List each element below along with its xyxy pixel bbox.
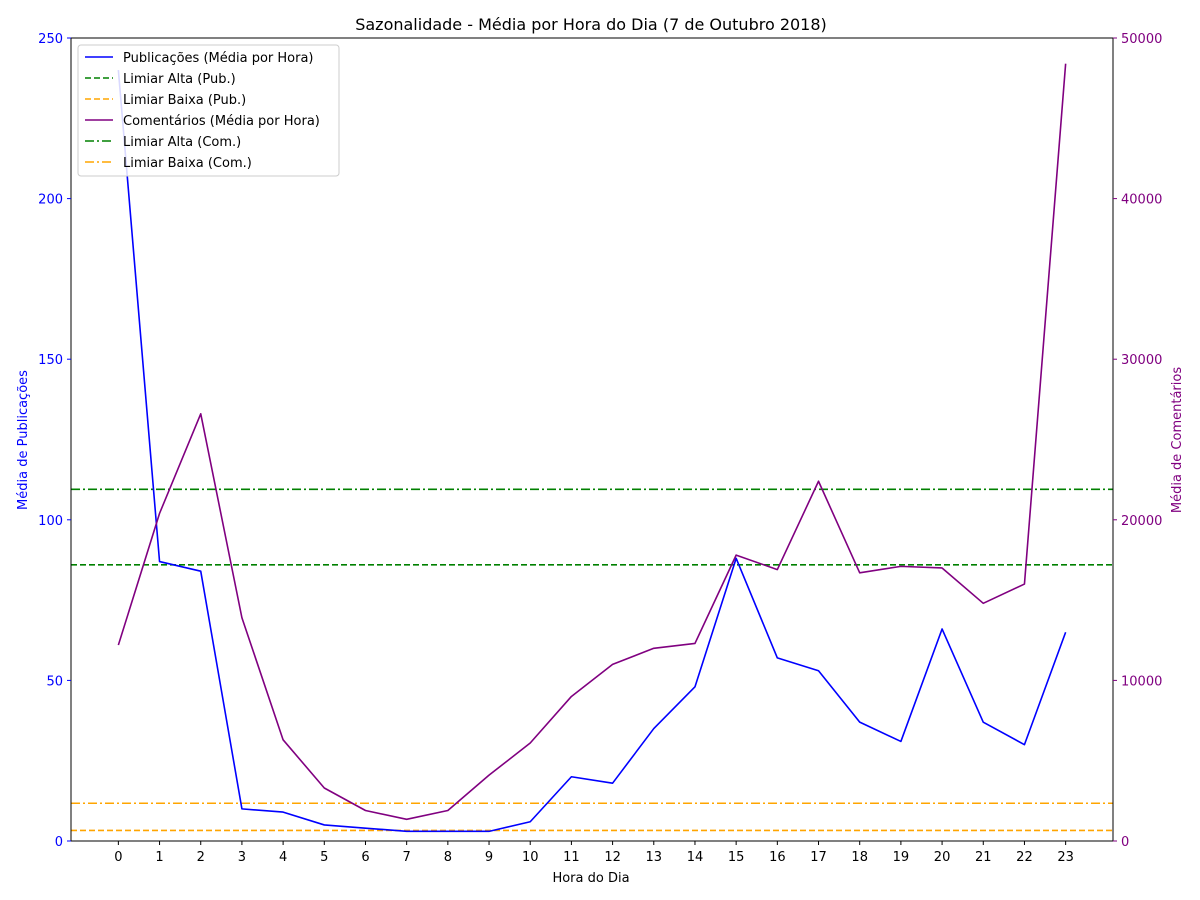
x-tick-label: 22 xyxy=(1016,850,1033,865)
y-axis-right: 0 10000 20000 30000 40000 50000 xyxy=(1113,32,1162,850)
x-tick-label: 1 xyxy=(155,850,163,865)
y-axis-right-label: Média de Comentários xyxy=(1170,367,1185,513)
series-lines xyxy=(117,63,1067,833)
x-tick-label: 7 xyxy=(403,850,411,865)
x-tick-label: 11 xyxy=(563,850,580,865)
y-left-tick-label: 250 xyxy=(38,32,63,47)
y-right-tick-label: 50000 xyxy=(1121,32,1162,47)
x-tick-label: 3 xyxy=(238,850,246,865)
x-tick-label: 2 xyxy=(197,850,205,865)
legend-label-0: Publicações (Média por Hora) xyxy=(123,51,314,66)
legend-label-5: Limiar Baixa (Com.) xyxy=(123,156,252,171)
y-axis-left-label: Média de Publicações xyxy=(16,370,31,510)
x-tick-label: 10 xyxy=(522,850,539,865)
x-tick-label: 14 xyxy=(687,850,704,865)
y-right-tick-label: 30000 xyxy=(1121,353,1162,368)
x-tick-label: 4 xyxy=(279,850,287,865)
comments-line xyxy=(117,63,1067,821)
y-right-tick-label: 10000 xyxy=(1121,674,1162,689)
y-right-tick-label: 20000 xyxy=(1121,514,1162,529)
y-right-tick-label: 40000 xyxy=(1121,193,1162,208)
x-tick-label: 8 xyxy=(444,850,452,865)
y-left-tick-label: 0 xyxy=(55,835,63,850)
x-tick-label: 19 xyxy=(893,850,910,865)
legend-label-3: Comentários (Média por Hora) xyxy=(123,114,320,129)
x-tick-label: 15 xyxy=(728,850,745,865)
x-tick-label: 20 xyxy=(934,850,951,865)
legend-box xyxy=(77,44,340,177)
x-tick-label: 17 xyxy=(810,850,827,865)
x-tick-label: 6 xyxy=(361,850,369,865)
x-tick-label: 12 xyxy=(604,850,621,865)
plot-frame xyxy=(70,37,1114,842)
y-right-tick-label: 0 xyxy=(1121,835,1129,850)
y-axis-left: 0 50 100 150 200 250 xyxy=(38,32,71,850)
x-tick-label: 18 xyxy=(851,850,868,865)
y-left-tick-label: 100 xyxy=(38,514,63,529)
x-tick-label: 0 xyxy=(114,850,122,865)
threshold-lines xyxy=(71,488,1113,832)
y-left-tick-label: 50 xyxy=(46,674,63,689)
legend: Publicações (Média por Hora) Limiar Alta … xyxy=(77,44,340,177)
x-tick-label: 16 xyxy=(769,850,786,865)
legend-label-2: Limiar Baixa (Pub.) xyxy=(123,93,246,108)
x-tick-label: 23 xyxy=(1057,850,1074,865)
x-tick-label: 13 xyxy=(646,850,663,865)
x-axis: 0 1 2 3 4 5 6 7 8 9 10 11 12 13 14 15 16 17 18 19 20 21 22 23 xyxy=(114,841,1074,865)
legend-label-1: Limiar Alta (Pub.) xyxy=(123,72,236,87)
chart-title: Sazonalidade - Média por Hora do Dia (7 … xyxy=(355,15,827,34)
x-tick-label: 5 xyxy=(320,850,328,865)
x-tick-label: 21 xyxy=(975,850,992,865)
y-left-tick-label: 150 xyxy=(38,353,63,368)
x-tick-label: 9 xyxy=(485,850,493,865)
x-axis-label: Hora do Dia xyxy=(552,871,629,886)
y-left-tick-label: 200 xyxy=(38,193,63,208)
publications-line xyxy=(117,70,1067,833)
legend-label-4: Limiar Alta (Com.) xyxy=(123,135,241,150)
